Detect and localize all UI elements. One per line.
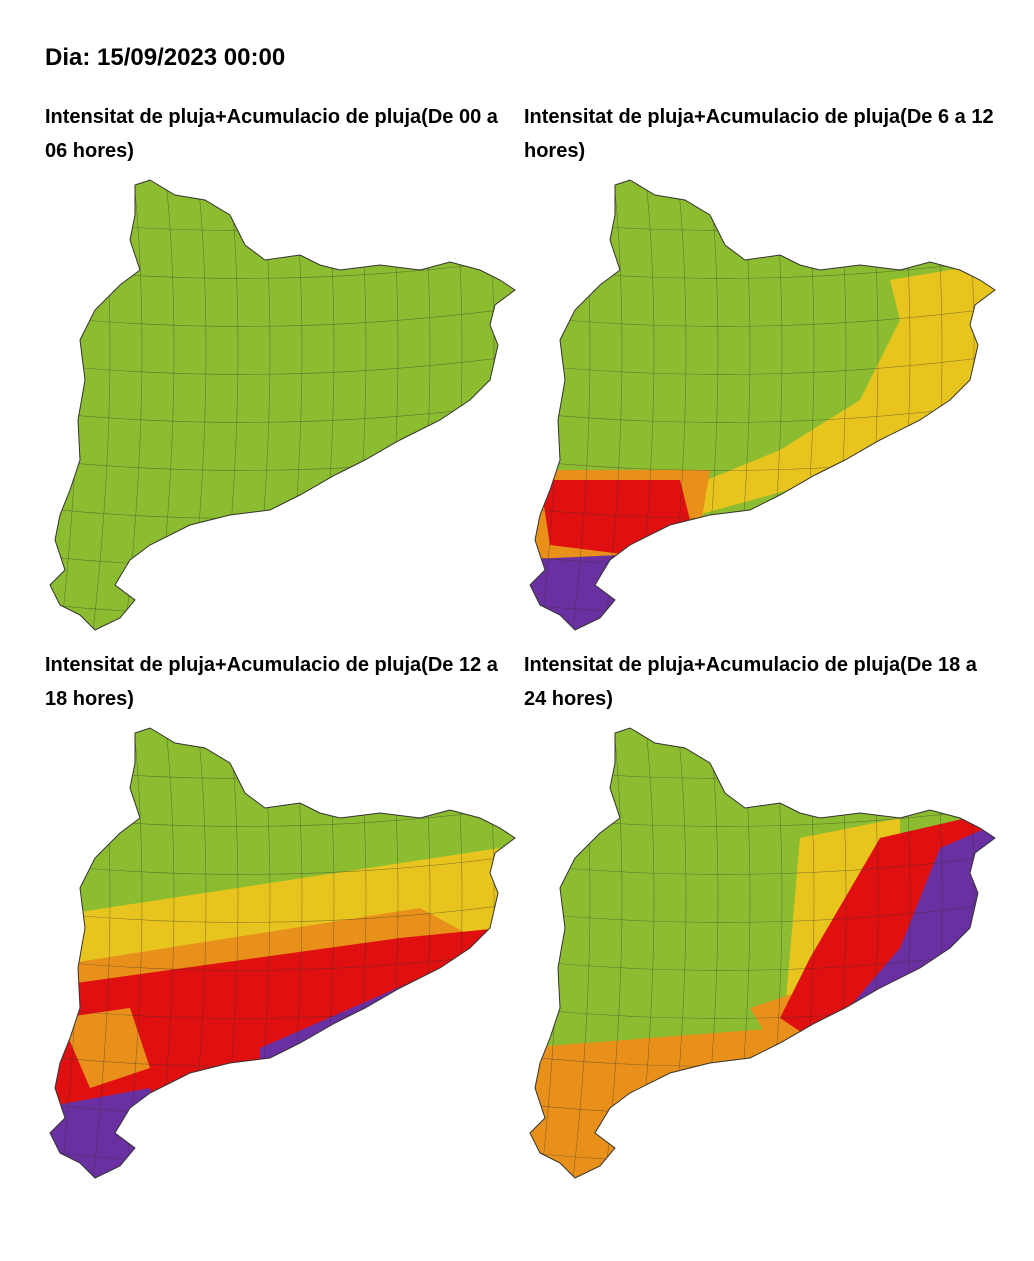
border-line	[530, 901, 995, 923]
map	[529, 727, 996, 1179]
panel-title: Intensitat de pluja+Acumulacio de pluja(…	[524, 654, 977, 710]
border-line	[955, 728, 975, 1178]
panel-title: Intensitat de pluja+Acumulacio de pluja(…	[45, 106, 498, 162]
border-line	[530, 757, 995, 779]
border-line	[530, 209, 995, 231]
map	[529, 179, 996, 631]
border-line	[475, 180, 495, 630]
border-line	[50, 757, 515, 779]
region-base	[50, 180, 515, 630]
panel-title: Intensitat de pluja+Acumulacio de pluja(…	[45, 654, 498, 710]
border-line	[50, 305, 515, 327]
border-line	[50, 901, 515, 923]
border-line	[50, 353, 515, 375]
border-line	[530, 305, 995, 327]
outline	[49, 179, 516, 631]
outline	[529, 727, 996, 1179]
border-line	[475, 728, 495, 1178]
outline	[529, 179, 996, 631]
border-line	[50, 209, 515, 231]
page-title: Dia: 15/09/2023 00:00	[45, 44, 286, 71]
border-line	[530, 853, 995, 875]
border-line	[50, 853, 515, 875]
regions	[50, 728, 515, 1178]
outline	[49, 727, 516, 1179]
rain-region	[530, 555, 650, 630]
map	[49, 179, 516, 631]
map	[49, 727, 516, 1179]
border-line	[955, 180, 975, 630]
border-line	[530, 353, 995, 375]
panel-title: Intensitat de pluja+Acumulacio de pluja(…	[524, 106, 994, 162]
